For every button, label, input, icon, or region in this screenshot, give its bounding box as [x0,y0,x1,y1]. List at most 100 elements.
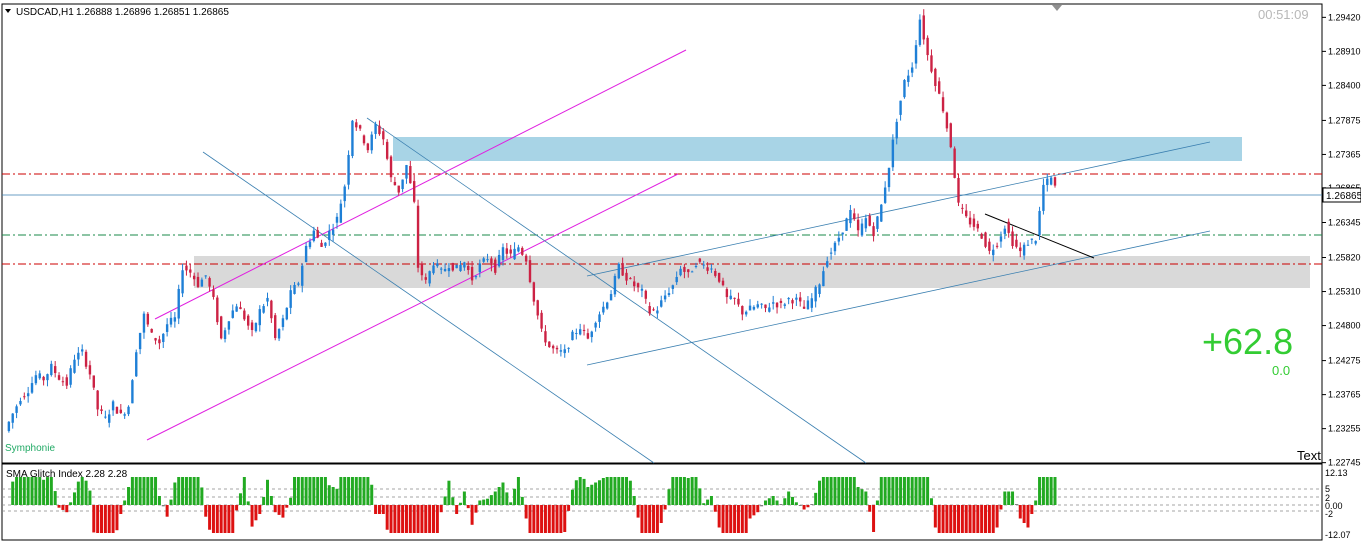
histogram-bar [872,505,876,532]
histogram-bar [829,477,833,505]
bull-candle [710,268,713,270]
histogram-bar [547,505,551,533]
bear-candle [945,112,949,129]
bear-candle [146,313,150,325]
histogram-bar [215,505,219,533]
histogram-bar [895,477,899,505]
bear-candle [644,290,648,299]
histogram-bar [196,477,200,505]
bear-candle [192,275,196,280]
resistance-zone[interactable] [393,137,1242,161]
bull-candle [675,276,678,283]
price-tick-label: 1.25310 [1328,287,1361,297]
histogram-bar [235,505,239,511]
ohlc-label: 1.26888 1.26896 1.26851 1.26865 [76,7,229,18]
histogram-bar [273,505,277,513]
magenta-channel-upper[interactable] [154,49,687,320]
bear-candle [737,298,740,305]
bull-candle [1034,241,1037,244]
histogram-bar [775,500,779,505]
bear-candle [941,97,945,112]
histogram-bar [567,505,571,511]
bull-candle [895,121,898,139]
bull-candle [837,237,841,242]
bear-candle [490,258,493,266]
bear-candle [853,213,856,220]
bear-candle [791,300,794,304]
bear-candle [189,269,192,273]
bull-candle [486,259,489,261]
bear-candle [270,300,273,319]
bull-candle [598,314,601,322]
histogram-bar [173,482,177,505]
magenta-channel-lower[interactable] [146,173,679,441]
bear-candle [551,345,555,349]
histogram-bar [370,484,374,505]
histogram-bar [377,505,381,514]
histogram-bar [868,505,872,512]
histogram-bar [293,477,297,505]
bull-candle [289,290,292,308]
up-channel-upper[interactable] [586,141,1211,277]
symbol-label: USDCAD,H1 [16,7,74,18]
histogram-bar [304,477,308,505]
down-channel-lower[interactable] [202,151,655,464]
bull-candle [15,406,18,413]
chart-shift-marker-icon[interactable] [1052,5,1062,11]
sub-level-max: 12.13 [1325,468,1348,478]
bear-candle [968,217,972,225]
bull-candle [795,297,798,300]
bear-candle [995,245,999,247]
up-channel-lower[interactable] [586,230,1211,366]
bear-candle [934,68,937,86]
histogram-bar [184,477,188,505]
histogram-bar [412,505,416,533]
bull-candle [19,401,22,405]
histogram-bar [335,488,339,505]
symbol-dropdown-icon[interactable] [5,9,11,13]
histogram-bar [130,477,134,505]
bull-candle [339,203,343,223]
bull-candle [131,380,134,404]
histogram-bar [748,505,752,519]
bull-candle [181,270,184,294]
bull-candle [887,167,891,188]
bear-candle [185,265,188,271]
bear-candle [416,205,420,268]
bull-candle [1042,184,1045,211]
histogram-bar [605,477,609,505]
bull-candle [301,265,304,286]
histogram-bar [706,499,710,505]
histogram-bar [679,477,683,505]
bear-candle [930,55,933,72]
bear-candle [208,278,211,287]
histogram-bar [366,477,370,505]
histogram-bar [103,505,107,533]
price-tick-label: 1.29420 [1328,12,1361,22]
bull-candle [891,139,895,168]
histogram-bar [937,505,941,533]
price-candles [7,9,1057,433]
histogram-bar [254,505,258,521]
bear-candle [316,230,319,238]
bull-candle [347,154,350,185]
histogram-bar [995,505,999,528]
bull-candle [111,401,115,411]
support-zone[interactable] [194,256,1310,288]
histogram-bar [887,477,891,505]
sub-level-min: -12.07 [1325,530,1351,540]
bull-candle [173,317,177,322]
bull-candle [571,331,574,341]
histogram-bar [964,505,968,533]
histogram-bar [142,477,146,505]
bull-candle [401,179,404,190]
down-channel-upper[interactable] [366,117,867,464]
histogram-bar [474,505,478,513]
histogram-bar [902,477,906,505]
bull-candle [474,276,478,278]
bear-candle [548,341,551,348]
histogram-bar [516,477,520,505]
bear-candle [965,210,968,217]
bear-candle [355,122,358,128]
